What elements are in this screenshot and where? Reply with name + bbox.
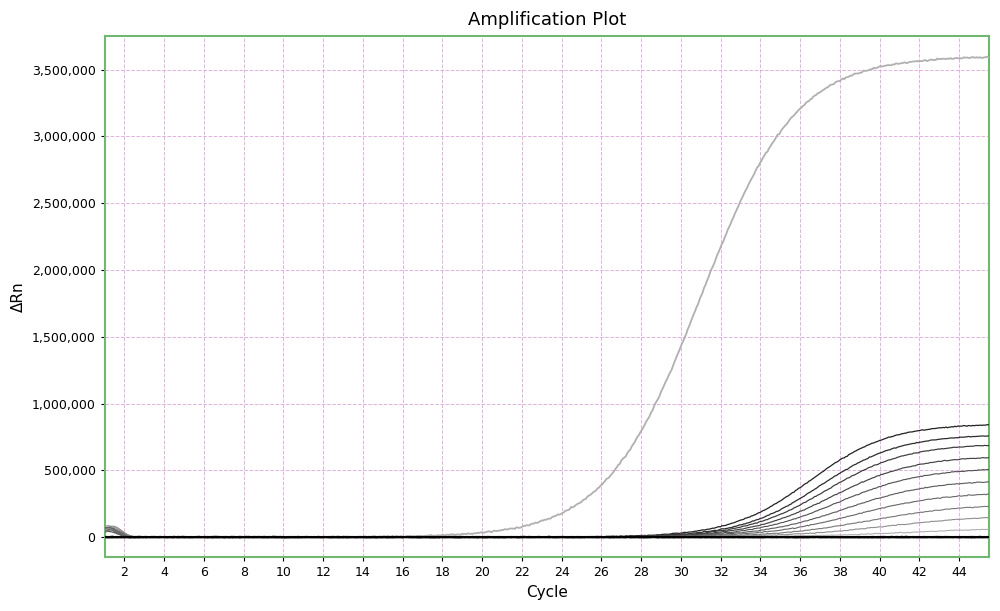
Title: Amplification Plot: Amplification Plot (468, 11, 626, 29)
Y-axis label: ΔRn: ΔRn (11, 282, 26, 312)
X-axis label: Cycle: Cycle (526, 585, 568, 600)
